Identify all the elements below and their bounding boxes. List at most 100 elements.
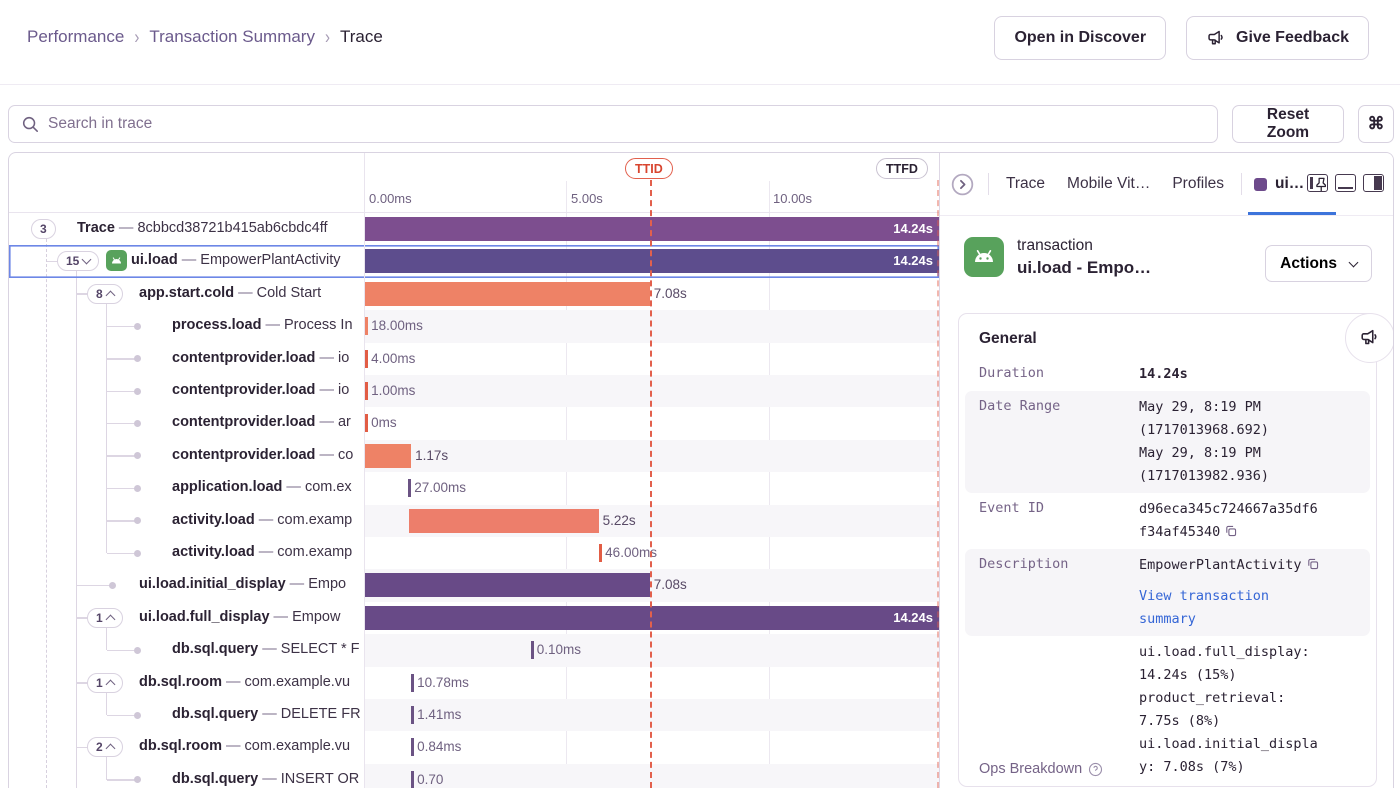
span-count-pill[interactable]: 2 [87,737,123,757]
tree-indent-guide [106,304,107,553]
actions-label: Actions [1280,255,1337,273]
trace-row[interactable]: contentprovider.load — co1.17s [9,440,939,472]
span-count-pill[interactable]: 15 [57,251,99,271]
row-tree-cell: db.sql.query — SELECT * F [9,634,364,666]
span-tick[interactable] [411,674,414,692]
trace-row[interactable]: contentprovider.load — ar0ms [9,407,939,439]
trace-row[interactable]: db.sql.query — INSERT OR0.70 [9,764,939,788]
actions-button[interactable]: Actions [1265,245,1372,282]
span-name: db.sql.room — com.example.vu [139,738,350,754]
command-shortcut-button[interactable]: ⌘ [1358,105,1394,143]
row-tree-cell: 2 db.sql.room — com.example.vu [9,731,364,763]
give-feedback-button[interactable]: Give Feedback [1186,16,1369,60]
span-name: db.sql.room — com.example.vu [139,674,350,690]
ttid-badge: TTID [625,158,673,179]
tree-indent-guide [76,271,77,788]
trace-row[interactable]: 15ui.load — EmpowerPlantActivity14.24s [9,245,939,277]
span-tick[interactable] [408,479,411,497]
span-tick[interactable] [599,544,602,562]
span-name: contentprovider.load — io [172,350,349,366]
trace-row[interactable]: 3Trace — 8cbbcd38721b415ab6cbdc4ff14.24s [9,213,939,245]
trace-row[interactable]: 1db.sql.room — com.example.vu10.78ms [9,667,939,699]
copy-icon[interactable] [1306,557,1320,571]
tab-profiles[interactable]: Profiles [1172,175,1224,193]
span-tick[interactable] [365,317,368,335]
dock-bottom-layout-icon[interactable] [1335,174,1356,192]
trace-row[interactable]: 1ui.load.full_display — Empow14.24s [9,602,939,634]
span-name: db.sql.query — SELECT * F [172,641,359,657]
span-duration-label: 1.00ms [371,383,415,398]
span-tick[interactable] [365,350,368,368]
trace-row[interactable]: 2db.sql.room — com.example.vu0.84ms [9,731,939,763]
row-tree-cell: 1 db.sql.room — com.example.vu [9,667,364,699]
span-bar[interactable] [364,573,650,597]
tree-connector [107,650,137,652]
search-in-trace-input[interactable]: Search in trace [8,105,1218,143]
row-tree-cell: ui.load.initial_display — Empo [9,569,364,601]
detail-row: Date RangeMay 29, 8:19 PM(1717013968.692… [965,391,1370,493]
view-transaction-summary-link[interactable]: View transactionsummary [1139,585,1356,631]
give-feedback-label: Give Feedback [1236,29,1349,47]
tree-connector [107,326,137,328]
chevron-up-icon [105,679,115,689]
span-count-pill[interactable]: 8 [87,284,123,304]
open-in-discover-button[interactable]: Open in Discover [994,16,1166,60]
tree-connector [107,358,137,360]
span-duration-label: 0.10ms [537,642,581,657]
span-tick[interactable] [365,382,368,400]
span-name: db.sql.query — INSERT OR [172,771,359,787]
dock-left-layout-icon[interactable] [1307,174,1328,192]
tab-trace[interactable]: Trace [1006,175,1045,193]
reset-zoom-button[interactable]: Reset Zoom [1232,105,1344,143]
trace-row[interactable]: ui.load.initial_display — Empo 7.08s [9,569,939,601]
span-color-swatch [1254,178,1267,191]
trace-row[interactable]: activity.load — com.examp5.22s [9,505,939,537]
span-tick[interactable] [411,738,414,756]
span-bar[interactable] [409,509,598,533]
span-dot [134,485,141,492]
breadcrumb: Performance › Transaction Summary › Trac… [27,27,383,47]
trace-row[interactable]: contentprovider.load — io1.00ms [9,375,939,407]
span-tick[interactable] [365,414,368,432]
detail-label: Duration [979,363,1139,386]
feedback-megaphone-button[interactable] [1345,313,1394,363]
span-tick[interactable] [411,706,414,724]
page-header: Performance › Transaction Summary › Trac… [0,0,1400,85]
breadcrumb-transaction-summary[interactable]: Transaction Summary [149,27,315,47]
trace-row[interactable]: 8app.start.cold — Cold Start7.08s [9,278,939,310]
span-tick[interactable] [411,771,414,788]
header-divider [9,212,939,213]
span-count-pill[interactable]: 1 [87,608,123,628]
row-tree-cell: db.sql.query — INSERT OR [9,764,364,788]
detail-row: Duration14.24s [965,358,1370,391]
row-tree-cell: 15ui.load — EmpowerPlantActivity [9,245,364,277]
tab-mobile-vitals[interactable]: Mobile Vit… [1067,175,1150,193]
tree-chart-divider[interactable] [364,153,365,788]
trace-row[interactable]: db.sql.query — DELETE FR1.41ms [9,699,939,731]
span-count-pill[interactable]: 1 [87,673,123,693]
copy-icon[interactable] [1224,524,1238,538]
span-duration-label: 27.00ms [414,480,466,495]
tree-connector [107,520,137,522]
dock-right-layout-icon[interactable] [1363,174,1384,192]
tree-connector [77,585,112,587]
span-bar[interactable] [364,282,650,306]
detail-row: Ops Breakdownui.load.full_display:14.24s… [965,636,1370,784]
trace-row[interactable]: contentprovider.load — io4.00ms [9,343,939,375]
trace-row[interactable]: application.load — com.ex27.00ms [9,472,939,504]
help-icon[interactable] [1088,762,1103,777]
tree-connector [107,423,137,425]
span-name: Trace — 8cbbcd38721b415ab6cbdc4ff [77,220,327,236]
chevron-up-icon [105,744,115,754]
span-duration-label: 7.08s [654,577,687,592]
span-tick[interactable] [531,641,534,659]
trace-row[interactable]: activity.load — com.examp46.00ms [9,537,939,569]
breadcrumb-performance[interactable]: Performance [27,27,124,47]
trace-row[interactable]: db.sql.query — SELECT * F 0.10ms [9,634,939,666]
row-tree-cell: activity.load — com.examp [9,537,364,569]
trace-row[interactable]: process.load — Process In18.00ms [9,310,939,342]
span-count-pill[interactable]: 3 [31,219,56,239]
span-bar[interactable] [364,444,411,468]
collapse-panel-icon[interactable] [951,173,974,196]
span-name: activity.load — com.examp [172,512,352,528]
